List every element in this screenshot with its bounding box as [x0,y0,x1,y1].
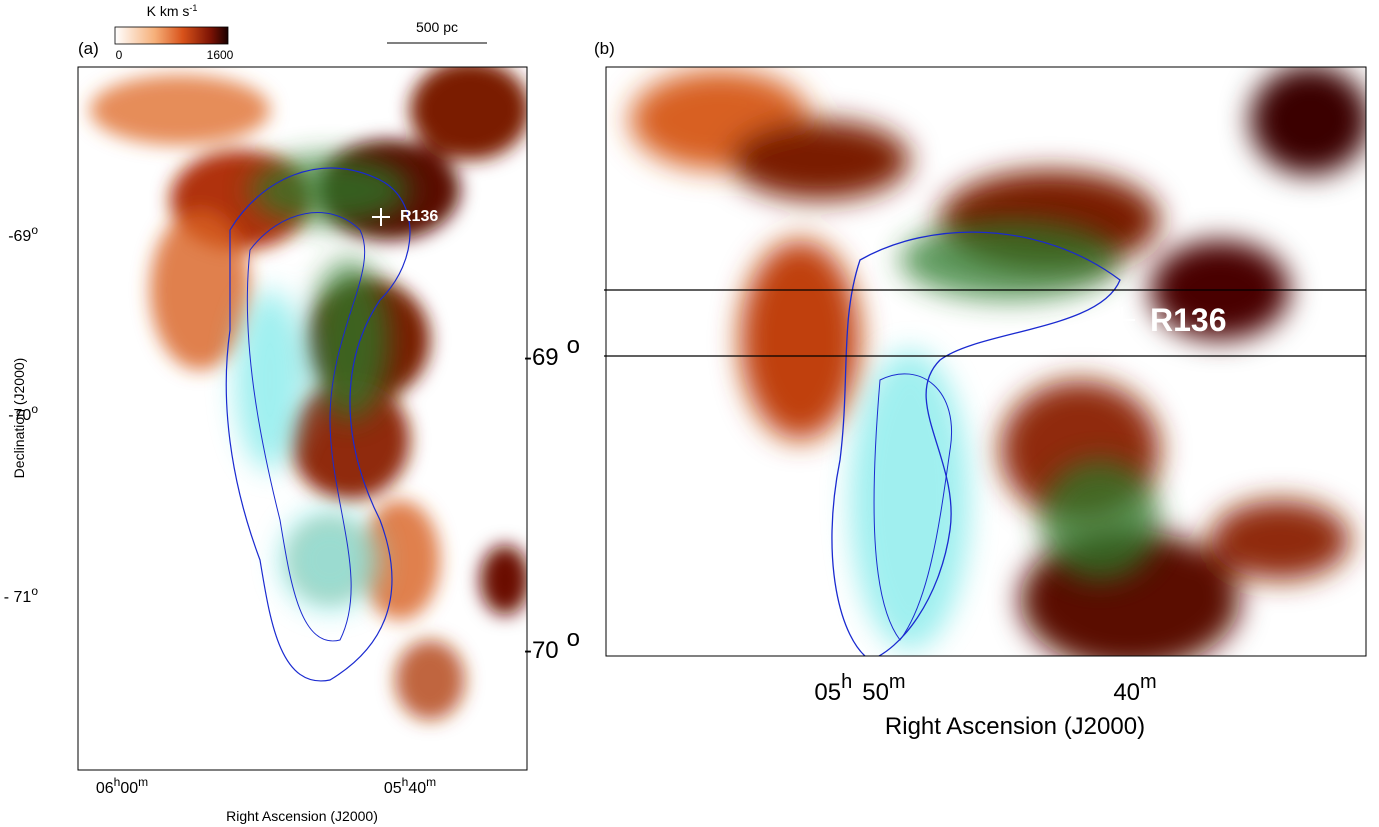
label-part: 50 [862,679,889,706]
x-axis-title: Right Ascension (J2000) [226,808,378,824]
label-part: h [114,775,121,789]
x-tick-label: 06h00m [96,775,148,797]
label-part: 05 [814,679,841,706]
colorbar-max: 1600 [207,48,234,62]
label-part: 06 [96,780,114,797]
panel-tag: (a) [78,39,99,58]
scale-bar: 500 pc [387,19,487,43]
label-part: 05 [384,780,402,797]
label-part: h [841,671,852,693]
label-part: o [31,223,38,237]
x-axis-title: Right Ascension (J2000) [885,713,1145,740]
x-tick-label: 05h40m [384,775,436,797]
label-part: K km s [147,3,190,19]
y-tick-label: - 71o [4,584,39,606]
label-part: 40 [408,780,426,797]
y-tick-label: -69 o [524,332,580,371]
label-part: m [138,775,148,789]
label-part: -69 [524,344,559,371]
label-part: -69 [8,228,31,245]
map-a [90,60,530,720]
label-part: m [426,775,436,789]
panel-tag: (b) [594,39,615,58]
y-tick-label: -70 o [524,625,580,664]
x-tick-label: 05h 50m [814,671,905,706]
label-part: 40 [1113,679,1140,706]
label-part: o [31,584,38,598]
label-part: h [402,775,409,789]
source-label: R136 [1150,302,1227,338]
label-part: m [889,671,906,693]
label-part: o [567,625,580,652]
y-axis-title: Declination (J2000) [11,358,27,479]
colorbar: K km s-1 0 1600 [115,3,234,62]
source-label: R136 [400,208,438,225]
label-part: o [567,332,580,359]
x-tick-label: 40m [1113,671,1156,706]
label-part: - 71 [4,589,32,606]
colorbar-ramp [115,27,228,44]
label-part: 00 [120,780,138,797]
colorbar-label: K km s-1 [147,3,198,19]
scale-bar-label: 500 pc [416,19,458,35]
label-part: -70 [524,637,559,664]
y-tick-label: -69o [8,223,38,245]
figure: K km s-1 0 1600 500 pc (a) [0,0,1379,827]
label-part: m [1140,671,1157,693]
label-part: o [31,402,38,416]
colorbar-min: 0 [116,48,123,62]
label-part: -1 [189,3,197,13]
map-b [630,65,1370,670]
